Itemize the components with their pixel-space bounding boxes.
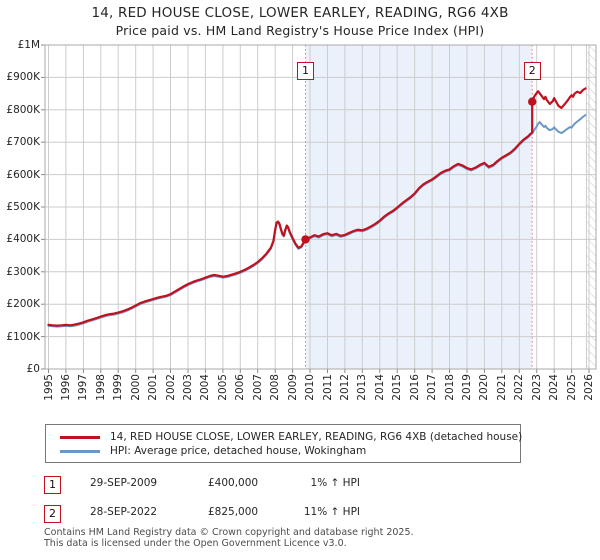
x-axis-label-2022: 2022 bbox=[513, 374, 526, 401]
x-axis-label-2007: 2007 bbox=[251, 374, 264, 401]
sale-annotation-row-2: 2 28-SEP-2022 £825,000 11% ↑ HPI bbox=[0, 505, 600, 523]
x-axis-label-2008: 2008 bbox=[269, 374, 282, 401]
x-axis-label-2019: 2019 bbox=[461, 374, 473, 401]
x-axis-label-1999: 1999 bbox=[112, 374, 125, 401]
x-axis-label-2017: 2017 bbox=[426, 374, 439, 401]
sale-1-badge: 1 bbox=[44, 476, 61, 494]
chart-legend: 14, RED HOUSE CLOSE, LOWER EARLEY, READI… bbox=[45, 424, 523, 463]
x-axis-label-2003: 2003 bbox=[182, 374, 194, 401]
y-axis-label-100K: £100K bbox=[6, 330, 40, 343]
x-axis-label-2005: 2005 bbox=[216, 374, 229, 401]
copyright-footer: Contains HM Land Registry data © Crown c… bbox=[44, 527, 414, 549]
sale-1-price: £400,000 bbox=[208, 477, 259, 489]
legend-row-price-paid: 14, RED HOUSE CLOSE, LOWER EARLEY, READI… bbox=[46, 430, 523, 444]
legend-label-price-paid: 14, RED HOUSE CLOSE, LOWER EARLEY, READI… bbox=[110, 431, 523, 443]
no-data-hatch-region bbox=[585, 44, 597, 370]
price-history-chart bbox=[41, 44, 597, 373]
chart-title: 14, RED HOUSE CLOSE, LOWER EARLEY, READI… bbox=[91, 5, 509, 21]
x-axis-label-2025: 2025 bbox=[565, 374, 578, 401]
footer-line-1: Contains HM Land Registry data © Crown c… bbox=[44, 527, 414, 538]
x-axis-label-2026: 2026 bbox=[583, 374, 595, 401]
legend-label-hpi: HPI: Average price, detached house, Woki… bbox=[110, 445, 367, 457]
x-axis-label-2021: 2021 bbox=[495, 374, 508, 401]
x-axis-label-1995: 1995 bbox=[42, 374, 55, 401]
x-axis-label-2012: 2012 bbox=[338, 374, 351, 401]
x-axis-label-2011: 2011 bbox=[321, 374, 334, 401]
x-axis-label-2004: 2004 bbox=[199, 374, 212, 401]
x-axis-label-2020: 2020 bbox=[478, 374, 491, 401]
x-axis-label-2000: 2000 bbox=[129, 374, 142, 401]
sale-annotation-row-1: 1 29-SEP-2009 £400,000 1% ↑ HPI bbox=[0, 476, 600, 494]
x-axis-label-2010: 2010 bbox=[304, 374, 316, 401]
x-axis-label-2006: 2006 bbox=[234, 374, 247, 401]
x-axis-label-2016: 2016 bbox=[408, 374, 421, 401]
y-axis-label-700K: £700K bbox=[6, 136, 40, 149]
footer-line-2: This data is licensed under the Open Gov… bbox=[44, 537, 347, 549]
sale-marker-2-badge: 2 bbox=[523, 62, 541, 80]
x-axis-label-2009: 2009 bbox=[286, 374, 299, 401]
chart-subtitle: Price paid vs. HM Land Registry's House … bbox=[115, 23, 485, 38]
y-axis-label-600K: £600K bbox=[6, 168, 40, 181]
sale-1-dot bbox=[301, 235, 310, 244]
y-axis-label-1M: £1M bbox=[17, 39, 40, 51]
sale-2-price: £825,000 bbox=[208, 506, 259, 518]
y-axis-label-800K: £800K bbox=[6, 103, 40, 116]
y-axis-label-400K: £400K bbox=[6, 233, 40, 246]
x-axis-label-2002: 2002 bbox=[164, 374, 177, 401]
x-axis-label-1998: 1998 bbox=[94, 374, 107, 401]
y-axis-label-200K: £200K bbox=[6, 298, 40, 311]
x-axis-label-2023: 2023 bbox=[530, 374, 543, 401]
sale-marker-1-badge: 1 bbox=[297, 62, 314, 80]
series-line bbox=[47, 87, 587, 327]
x-axis-label-2014: 2014 bbox=[373, 374, 386, 401]
x-axis-label-2015: 2015 bbox=[391, 374, 404, 401]
y-axis-label-0: £0 bbox=[26, 363, 40, 375]
price-line-swatch bbox=[60, 436, 100, 439]
x-axis-label-2001: 2001 bbox=[147, 374, 160, 401]
x-axis-label-2024: 2024 bbox=[548, 374, 561, 401]
sale-1-hpi-delta: 1% ↑ HPI bbox=[310, 477, 360, 489]
chart-canvas bbox=[41, 44, 597, 373]
x-axis-label-2018: 2018 bbox=[443, 374, 456, 401]
legend-row-hpi: HPI: Average price, detached house, Woki… bbox=[46, 444, 520, 458]
y-axis-label-300K: £300K bbox=[6, 265, 40, 278]
hpi-line-swatch bbox=[60, 450, 100, 453]
sale-2-date: 28-SEP-2022 bbox=[90, 506, 158, 518]
y-axis-label-500K: £500K bbox=[6, 201, 40, 213]
x-axis-label-2013: 2013 bbox=[356, 374, 369, 401]
y-axis-label-900K: £900K bbox=[6, 71, 40, 84]
sale-1-date: 29-SEP-2009 bbox=[90, 477, 158, 489]
sale-2-dot bbox=[528, 97, 537, 106]
sale-2-hpi-delta: 11% ↑ HPI bbox=[303, 506, 360, 518]
x-axis-label-1996: 1996 bbox=[59, 374, 72, 401]
sale-2-badge: 2 bbox=[44, 505, 61, 523]
x-axis-label-1997: 1997 bbox=[77, 374, 90, 401]
